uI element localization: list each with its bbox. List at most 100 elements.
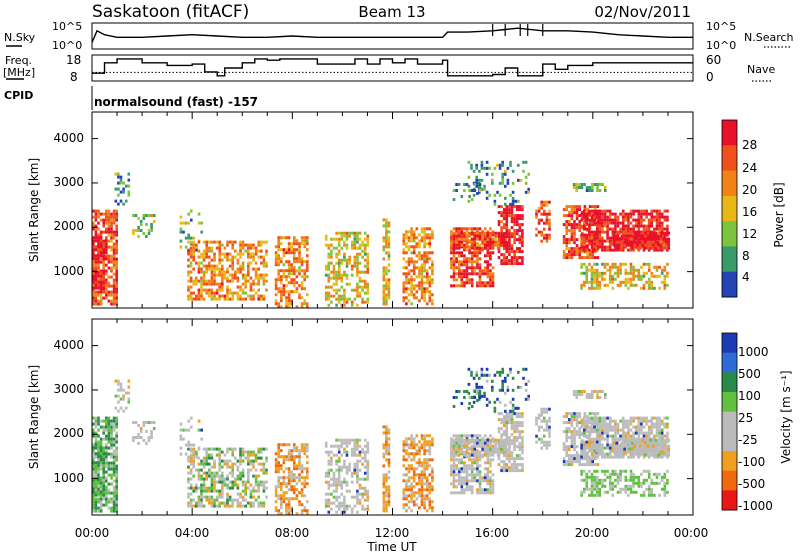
- power-cell: [298, 269, 301, 273]
- velocity-cell: [385, 437, 388, 441]
- power-cell: [324, 243, 328, 247]
- power-cell: [570, 235, 574, 239]
- power-cell: [285, 260, 288, 264]
- power-cell: [624, 283, 628, 287]
- power-cell: [588, 248, 591, 252]
- power-cell: [468, 227, 471, 231]
- power-cell: [452, 234, 456, 238]
- velocity-cell: [407, 443, 411, 447]
- velocity-cell: [218, 474, 221, 478]
- velocity-cell: [115, 482, 118, 486]
- power-cell: [366, 288, 370, 292]
- power-cell: [226, 294, 229, 298]
- power-cell: [431, 293, 434, 297]
- velocity-cell: [505, 448, 509, 452]
- velocity-cell: [428, 464, 432, 468]
- power-cell: [112, 272, 116, 276]
- power-cell: [608, 277, 612, 281]
- power-cell: [105, 257, 108, 261]
- power-cell: [99, 248, 103, 252]
- power-cell: [99, 293, 103, 297]
- power-cell: [651, 246, 655, 250]
- velocity-cell: [137, 433, 140, 436]
- power-cell: [568, 223, 571, 227]
- power-cell: [489, 272, 492, 276]
- velocity-cell: [423, 506, 426, 510]
- velocity-cell: [213, 486, 216, 490]
- power-cell: [505, 208, 509, 212]
- power-cell: [412, 293, 416, 297]
- power-cell: [107, 257, 111, 261]
- velocity-cell: [452, 485, 456, 489]
- power-cell: [231, 261, 234, 265]
- power-cell: [505, 229, 509, 233]
- power-cell: [97, 290, 100, 294]
- velocity-cell: [418, 506, 421, 510]
- power-cell: [231, 273, 234, 277]
- power-cell: [545, 215, 549, 219]
- velocity-cell: [515, 415, 519, 419]
- velocity-cell: [463, 488, 466, 492]
- velocity-cell: [234, 447, 237, 451]
- velocity-cell: [353, 453, 357, 457]
- power-cell: [410, 239, 413, 243]
- power-cell: [653, 274, 656, 278]
- velocity-cell: [420, 443, 424, 447]
- velocity-cell: [290, 479, 293, 483]
- velocity-cell: [410, 443, 413, 447]
- power-cell: [619, 271, 622, 275]
- velocity-cell: [112, 452, 116, 456]
- velocity-cell: [500, 448, 503, 452]
- velocity-cell: [521, 439, 524, 443]
- power-cell: [483, 266, 487, 270]
- velocity-cell: [134, 436, 138, 439]
- power-cell: [223, 246, 227, 250]
- power-cell: [497, 232, 501, 236]
- velocity-cell: [505, 418, 509, 422]
- velocity-cell: [280, 503, 283, 507]
- power-cell: [244, 273, 247, 277]
- power-cell: [208, 267, 211, 271]
- power-cell: [450, 240, 453, 244]
- power-cell: [187, 285, 190, 289]
- velocity-cell: [208, 498, 211, 502]
- power-cell: [603, 221, 607, 225]
- velocity-cell: [190, 443, 193, 447]
- velocity-cell: [521, 436, 524, 440]
- velocity-cell: [195, 468, 198, 472]
- power-cell: [145, 235, 148, 238]
- velocity-cell: [491, 450, 495, 454]
- power-cell: [582, 280, 586, 284]
- velocity-cell: [200, 504, 203, 508]
- power-cell: [470, 233, 474, 237]
- power-cell: [202, 273, 206, 277]
- power-cell: [468, 266, 471, 270]
- velocity-cell: [92, 490, 95, 494]
- velocity-cell: [501, 367, 504, 371]
- power-cell: [655, 274, 659, 278]
- power-cell: [107, 299, 111, 303]
- velocity-cell: [508, 460, 511, 464]
- velocity-cell: [387, 503, 391, 507]
- power-cell: [274, 287, 278, 291]
- power-cell: [508, 211, 511, 215]
- velocity-cell: [332, 480, 336, 484]
- power-cell: [425, 233, 429, 237]
- power-cell: [455, 284, 458, 288]
- velocity-cell: [356, 465, 359, 469]
- power-cell: [590, 245, 594, 249]
- power-cell: [115, 233, 118, 237]
- power-cell: [428, 293, 432, 297]
- power-cell: [578, 214, 581, 218]
- velocity-cell: [293, 485, 296, 489]
- velocity-cell: [405, 467, 408, 471]
- power-cell: [189, 294, 193, 298]
- velocity-cell: [478, 491, 482, 495]
- velocity-cell: [521, 415, 524, 419]
- velocity-cell: [112, 425, 116, 429]
- velocity-cell: [221, 480, 224, 484]
- power-cell: [202, 282, 206, 286]
- power-cell: [573, 208, 576, 212]
- velocity-cell: [407, 500, 411, 504]
- velocity-cell: [452, 482, 456, 486]
